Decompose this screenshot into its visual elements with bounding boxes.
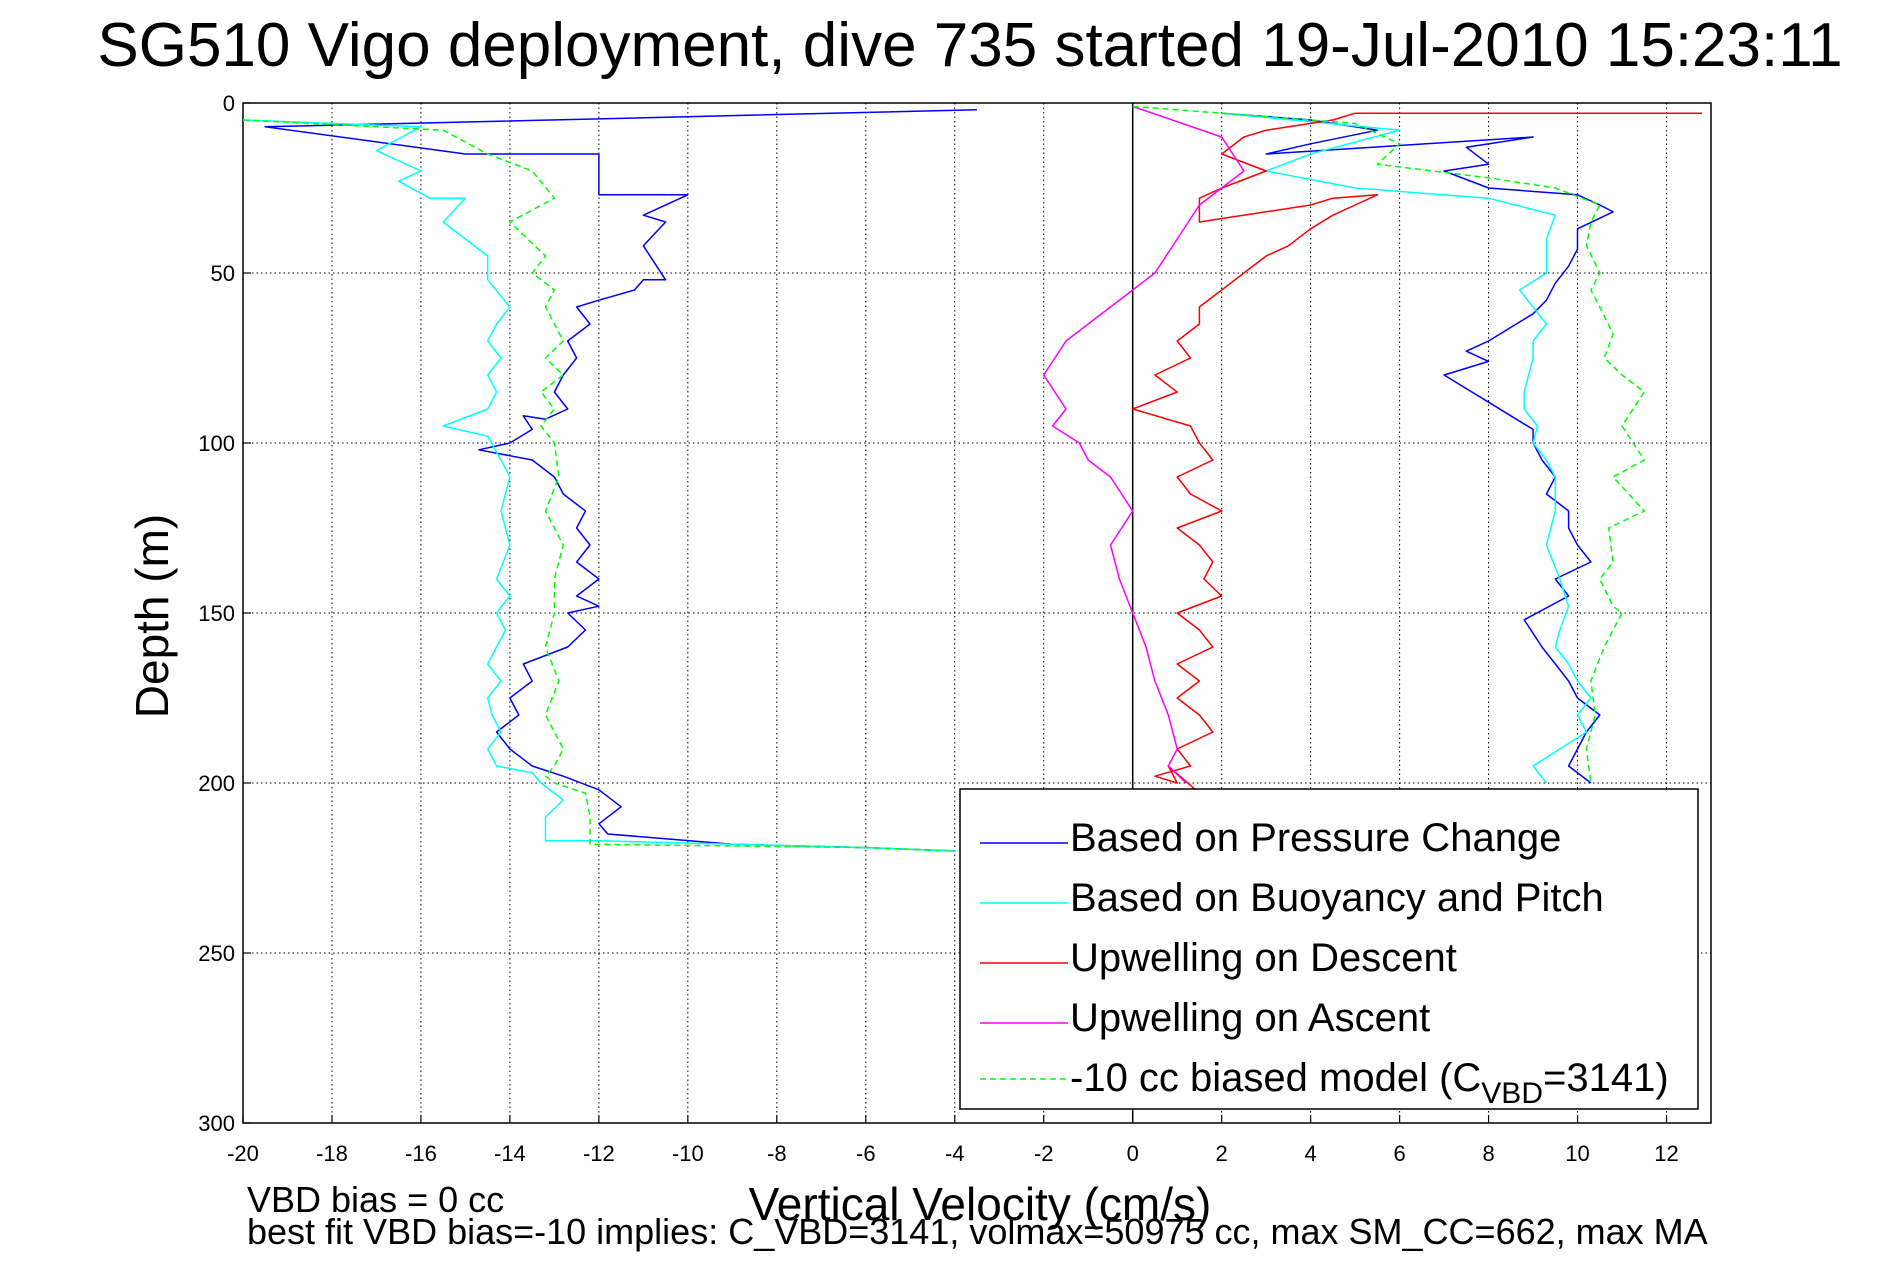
y-axis-label: Depth (m): [126, 514, 178, 718]
x-axis-label: Vertical Velocity (cm/s): [749, 1178, 1212, 1230]
x-tick-label: 12: [1654, 1141, 1678, 1166]
y-tick-label: 150: [198, 601, 235, 626]
y-tick-label: 300: [198, 1111, 235, 1136]
x-tick-label: -4: [945, 1141, 965, 1166]
legend-label: -10 cc biased model (CVBD=3141): [1070, 1056, 1669, 1110]
best-fit-note: best fit VBD bias=-10 implies: C_VBD=314…: [247, 1211, 1708, 1252]
series-line: [242, 119, 955, 852]
legend-label: Upwelling on Ascent: [1070, 996, 1430, 1040]
series-line: [1132, 105, 1646, 784]
y-axis-ticks: 0 50 100 150 200 250 300: [198, 91, 251, 1136]
x-tick-label: 0: [1127, 1141, 1139, 1166]
x-tick-label: -14: [494, 1141, 526, 1166]
legend: Based on Pressure Change Based on Buoyanc…: [959, 788, 1699, 1110]
y-tick-label: 100: [198, 431, 235, 456]
series-lines: [242, 105, 1703, 852]
vbd-bias-note: VBD bias = 0 cc: [247, 1179, 504, 1220]
x-tick-label: -16: [405, 1141, 437, 1166]
x-tick-label: 8: [1482, 1141, 1494, 1166]
series-line: [242, 119, 955, 852]
x-tick-label: 6: [1393, 1141, 1405, 1166]
legend-label: Based on Buoyancy and Pitch: [1070, 876, 1604, 920]
x-tick-label: 2: [1216, 1141, 1228, 1166]
x-axis-ticks: -20 -18 -16 -14 -12 -10 -8 -6 -4 -2 0 2 4 6 8 10 12: [227, 1115, 1679, 1166]
x-tick-label: -18: [316, 1141, 348, 1166]
x-tick-label: -10: [672, 1141, 704, 1166]
chart-title: SG510 Vigo deployment, dive 735 started …: [97, 11, 1842, 80]
series-line: [1221, 112, 1592, 784]
x-tick-label: 10: [1565, 1141, 1589, 1166]
y-tick-label: 250: [198, 941, 235, 966]
x-tick-label: -6: [856, 1141, 876, 1166]
legend-label: Based on Pressure Change: [1070, 816, 1561, 860]
y-tick-label: 200: [198, 771, 235, 796]
series-line: [1221, 112, 1614, 784]
x-tick-label: 4: [1305, 1141, 1317, 1166]
legend-box: [959, 788, 1699, 1110]
x-tick-label: -12: [583, 1141, 615, 1166]
y-tick-label: 0: [223, 91, 235, 116]
legend-label: Upwelling on Descent: [1070, 936, 1457, 980]
series-line: [264, 109, 978, 852]
y-tick-label: 50: [211, 261, 235, 286]
series-line: [1131, 112, 1703, 801]
x-tick-label: -8: [767, 1141, 787, 1166]
series-line: [1042, 105, 1245, 784]
x-tick-label: -20: [227, 1141, 259, 1166]
x-tick-label: -2: [1034, 1141, 1054, 1166]
